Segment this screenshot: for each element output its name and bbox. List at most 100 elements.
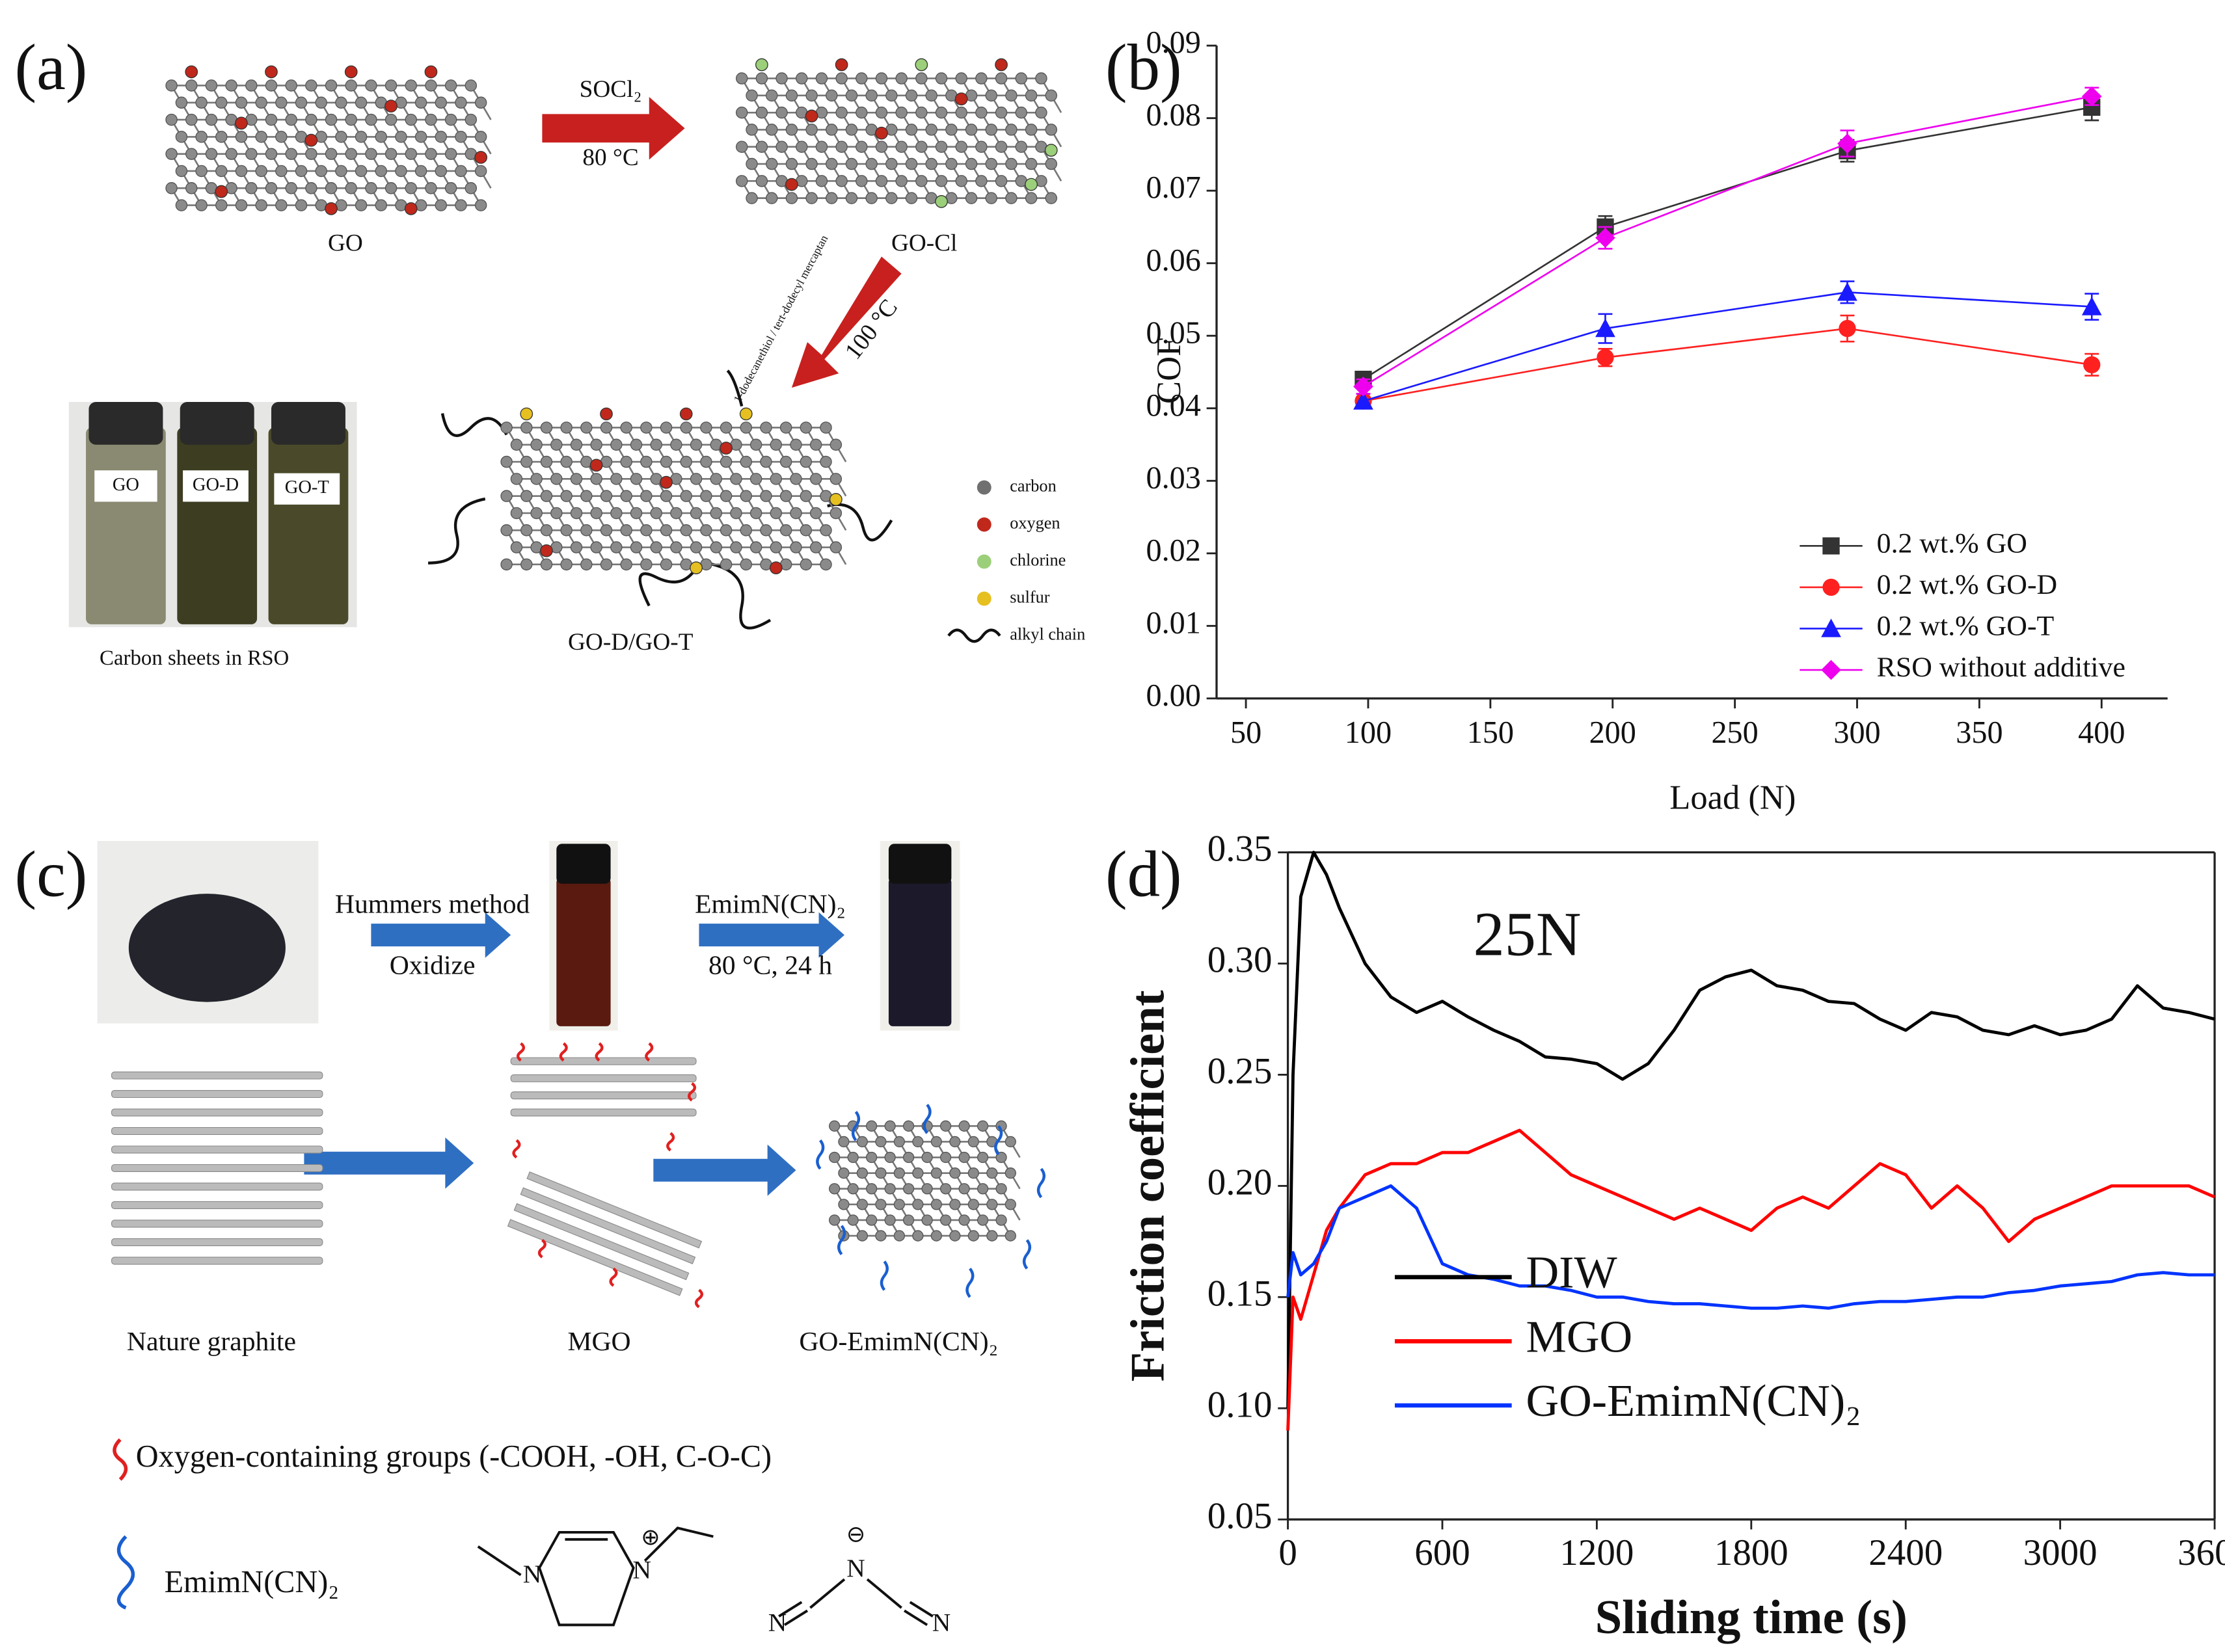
atom — [760, 490, 772, 502]
atom — [790, 507, 802, 520]
atom — [779, 524, 792, 537]
x-tick-label: 50 — [1230, 715, 1261, 750]
arrow — [791, 256, 902, 388]
atom — [185, 182, 198, 194]
atom — [905, 124, 918, 136]
atom — [195, 199, 208, 211]
lattice — [735, 58, 1062, 208]
legend-text: EmimN(CN)₂ — [165, 1565, 340, 1599]
atom — [275, 165, 288, 178]
atom — [165, 113, 178, 126]
atom — [826, 192, 838, 204]
atom — [775, 72, 788, 85]
arrow — [699, 912, 844, 958]
functional-group — [694, 1288, 703, 1309]
atom — [865, 1151, 878, 1164]
atom — [820, 455, 832, 468]
atom — [1045, 124, 1058, 136]
atom — [955, 175, 967, 187]
atom — [205, 113, 218, 126]
atom — [921, 1183, 933, 1195]
atom — [835, 58, 848, 72]
atom — [740, 524, 753, 537]
atom — [425, 113, 437, 126]
series-line — [1362, 106, 2092, 380]
graphene-sheet — [111, 1071, 323, 1080]
atom — [902, 1151, 915, 1164]
atom — [826, 124, 838, 136]
legend-text: 0.2 wt.% GO — [1877, 527, 2027, 559]
atom — [265, 113, 278, 126]
atom — [195, 165, 208, 178]
atom — [975, 175, 988, 187]
atom — [955, 72, 967, 85]
graphene-sheet — [111, 1238, 323, 1246]
arrow — [653, 1144, 796, 1196]
atom — [795, 72, 808, 85]
atom — [912, 1199, 924, 1210]
atom — [650, 507, 662, 520]
arrow — [304, 1137, 474, 1189]
legend-swatch — [977, 591, 991, 606]
atom — [1035, 106, 1047, 119]
atom — [845, 124, 858, 136]
atom — [775, 106, 788, 119]
atom — [829, 493, 843, 506]
atom — [925, 89, 937, 102]
atom — [1025, 157, 1038, 170]
atom — [865, 1183, 878, 1195]
atom — [755, 72, 768, 85]
atom — [977, 1151, 989, 1164]
atom — [845, 192, 858, 204]
x-tick-label: 1800 — [1714, 1532, 1788, 1573]
atom — [540, 455, 553, 468]
atom — [915, 106, 928, 119]
atom — [660, 475, 673, 489]
atom — [680, 524, 692, 537]
caption: Carbon sheets in RSO — [100, 646, 289, 670]
legend-swatch — [977, 517, 991, 532]
atom — [995, 1151, 1007, 1164]
atom — [800, 524, 813, 537]
legend-swatch — [977, 554, 991, 569]
atom — [815, 72, 828, 85]
atom — [520, 524, 533, 537]
atom — [935, 195, 948, 208]
atom — [809, 438, 822, 451]
atom — [1045, 192, 1058, 204]
atom — [985, 124, 997, 136]
y-tick-label: 0.25 — [1207, 1051, 1273, 1092]
atom — [444, 148, 457, 160]
vial-label: GO-D — [193, 475, 239, 495]
atom — [474, 131, 487, 143]
atom — [965, 157, 978, 170]
legend-text: MGO — [1526, 1312, 1633, 1362]
atom — [500, 421, 513, 434]
y-tick-label: 0.10 — [1207, 1384, 1273, 1425]
series-line — [1363, 291, 2092, 402]
atom — [935, 140, 948, 153]
atom — [175, 96, 188, 109]
atom — [905, 89, 918, 102]
mgo-tilted — [507, 1171, 703, 1296]
condition: 80 °C — [582, 144, 638, 171]
atom: N — [932, 1608, 951, 1636]
legend-swatch — [113, 1438, 128, 1481]
atom — [640, 490, 653, 502]
atom — [500, 558, 513, 571]
atom — [815, 175, 828, 187]
series-line — [1362, 95, 2092, 388]
graphene-sheet — [520, 1187, 696, 1264]
atom — [958, 1214, 970, 1226]
atom — [865, 192, 878, 204]
atom — [610, 438, 623, 451]
atom — [885, 157, 898, 170]
atom — [1025, 89, 1038, 102]
atom — [500, 490, 513, 502]
atom — [589, 459, 603, 472]
atom — [856, 1136, 869, 1148]
atom — [620, 558, 632, 571]
atom — [255, 165, 267, 178]
atom — [847, 1183, 859, 1195]
atom — [720, 524, 733, 537]
